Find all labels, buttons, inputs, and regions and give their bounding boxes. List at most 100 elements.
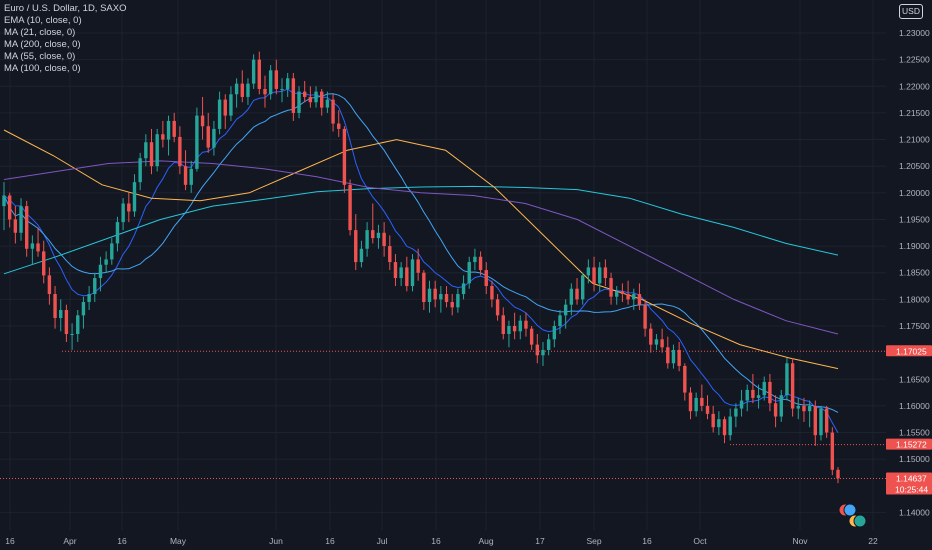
candle-body xyxy=(467,262,471,284)
legend-ma55[interactable]: MA (55, close, 0) xyxy=(4,51,76,62)
symbol-title[interactable]: Euro / U.S. Dollar, 1D, SAXO xyxy=(4,3,127,14)
candle-body xyxy=(376,232,381,239)
time-tick-label: 22 xyxy=(868,536,878,546)
ma-line xyxy=(3,160,839,335)
candle-body xyxy=(285,78,290,89)
candle-body xyxy=(331,99,335,124)
candle-body xyxy=(722,419,727,436)
candle-body xyxy=(104,259,108,265)
candle-body xyxy=(178,136,182,167)
legend-ema10[interactable]: EMA (10, close, 0) xyxy=(4,15,82,26)
candle-body xyxy=(19,206,23,233)
candle-body xyxy=(535,344,540,356)
candle-body xyxy=(155,134,159,167)
time-axis[interactable]: 16 Apr 16 May Jun 16 Jul 16 Aug 17 Sep 16 Oct Nov 22 xyxy=(5,536,878,546)
candle-body xyxy=(524,320,528,329)
candle-body xyxy=(47,275,52,295)
candle-body xyxy=(586,267,591,276)
price-tick-label: 1.22000 xyxy=(899,81,930,91)
candle-body xyxy=(24,206,29,249)
time-tick-label: Jul xyxy=(377,536,388,546)
time-tick-label: Nov xyxy=(792,536,808,546)
candle-body xyxy=(734,408,738,417)
candle-body xyxy=(166,120,171,140)
candle-body xyxy=(257,59,262,89)
candle-body xyxy=(439,294,443,300)
candle-body xyxy=(751,389,755,398)
time-tick-label: Jun xyxy=(269,536,283,546)
candle-body xyxy=(756,395,761,398)
candle-body xyxy=(512,325,517,332)
ideas-avatars[interactable] xyxy=(838,503,867,528)
chart-legend: Euro / U.S. Dollar, 1D, SAXO EMA (10, cl… xyxy=(4,3,127,75)
ma-line xyxy=(3,93,839,413)
price-label-box xyxy=(886,345,932,357)
candle-body xyxy=(717,419,721,428)
time-tick-label: 16 xyxy=(325,536,335,546)
candle-body xyxy=(824,408,829,433)
candle-body xyxy=(229,94,233,116)
candle-body xyxy=(615,291,619,297)
time-tick-label: 16 xyxy=(117,536,127,546)
candle-body xyxy=(484,270,488,287)
candle-body xyxy=(444,294,449,303)
time-tick-label: Oct xyxy=(693,536,707,546)
price-tick-label: 1.18500 xyxy=(899,268,930,278)
candle-body xyxy=(666,347,670,364)
time-tick-label: 16 xyxy=(642,536,652,546)
candle-body xyxy=(495,299,500,316)
candle-body xyxy=(132,182,137,212)
candle-body xyxy=(172,120,176,137)
candle-body xyxy=(705,405,710,414)
price-tick-label: 1.15500 xyxy=(899,428,930,438)
candle-body xyxy=(796,405,800,409)
legend-ma21[interactable]: MA (21, close, 0) xyxy=(4,27,76,38)
price-tick-label: 1.19000 xyxy=(899,241,930,251)
candle-body xyxy=(603,267,608,279)
price-tick-label: 1.18000 xyxy=(899,294,930,304)
currency-button[interactable]: USD xyxy=(899,4,923,19)
candle-body xyxy=(541,349,545,356)
candle-body xyxy=(711,413,715,428)
candle-body xyxy=(365,230,369,249)
time-tick-label: 16 xyxy=(5,536,15,546)
candle-body xyxy=(728,416,732,436)
candle-body xyxy=(127,203,131,212)
candle-body xyxy=(325,99,330,108)
ma-line xyxy=(3,88,839,434)
candle-body xyxy=(649,328,653,345)
candle-body xyxy=(200,115,205,127)
candle-body xyxy=(569,288,574,305)
candle-body xyxy=(643,304,647,329)
price-tick-label: 1.17500 xyxy=(899,321,930,331)
candle-body xyxy=(626,294,630,300)
price-axis[interactable]: 1.23000 1.22500 1.22000 1.21500 1.21000 1.205… xyxy=(899,28,930,517)
candle-body xyxy=(507,325,511,334)
candle-body xyxy=(382,232,386,247)
candle-body xyxy=(223,99,227,116)
ma-line xyxy=(3,129,839,370)
price-tick-label: 1.22500 xyxy=(899,55,930,65)
candle-body xyxy=(779,395,783,417)
candle-body xyxy=(654,339,659,345)
candle-body xyxy=(320,91,324,108)
candle-body xyxy=(819,408,823,436)
time-tick-label: 16 xyxy=(431,536,441,546)
candle-body xyxy=(410,259,415,287)
candle-body xyxy=(422,272,426,303)
candle-body xyxy=(297,91,301,113)
avatar-icon xyxy=(853,514,867,528)
price-tick-label: 1.20500 xyxy=(899,161,930,171)
candle-body xyxy=(251,59,256,84)
price-tick-label: 1.16000 xyxy=(899,401,930,411)
price-tick-label: 1.19500 xyxy=(899,214,930,224)
candle-body xyxy=(518,320,522,332)
candle-body xyxy=(580,275,585,300)
grid-lines xyxy=(0,0,886,530)
legend-ma200[interactable]: MA (200, close, 0) xyxy=(4,39,81,50)
candle-body xyxy=(592,267,596,284)
legend-ma100[interactable]: MA (100, close, 0) xyxy=(4,63,81,74)
candle-body xyxy=(189,168,193,185)
